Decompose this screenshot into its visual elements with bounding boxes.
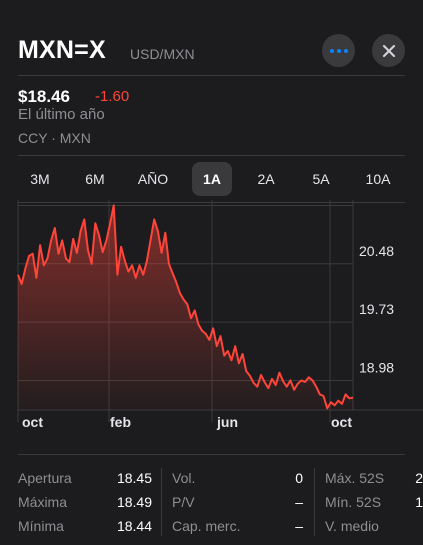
x-tick-label: oct <box>22 414 43 430</box>
stats-table: Apertura 18.45 Máxima 18.49 Mínima 18.44… <box>0 466 423 538</box>
range-2y[interactable]: 2A <box>257 171 275 187</box>
range-6m[interactable]: 6M <box>85 171 105 187</box>
close-icon <box>382 44 395 57</box>
range-3m[interactable]: 3M <box>30 171 50 187</box>
stat-52w-low-label: Mín. 52S <box>325 494 382 510</box>
range-ytd[interactable]: AÑO <box>137 171 169 187</box>
stat-pe-value: – <box>295 494 303 510</box>
exchange-meta: CCY · MXN <box>18 130 91 146</box>
stats-separator <box>161 468 162 536</box>
stat-open-label: Apertura <box>18 470 72 486</box>
stat-low-value: 18.44 <box>116 518 152 534</box>
meta-divider <box>18 155 405 156</box>
stat-volume-label: Vol. <box>172 470 196 486</box>
stats-separator <box>314 468 315 536</box>
stat-avg-volume-label: V. medio <box>325 518 379 534</box>
quote-header: MXN=X USD/MXN <box>18 34 405 74</box>
x-tick-label: oct <box>331 414 352 430</box>
ticker-symbol: MXN=X <box>18 36 106 64</box>
stat-52w-high-label: Máx. 52S <box>325 470 385 486</box>
close-button[interactable] <box>372 34 405 67</box>
period-label: El último año <box>18 106 105 123</box>
stat-mktcap-value: – <box>295 518 303 534</box>
x-tick-label: feb <box>110 414 131 430</box>
stats-divider <box>18 454 405 455</box>
range-5y[interactable]: 5A <box>312 171 330 187</box>
more-button[interactable] <box>322 34 355 67</box>
range-10y[interactable]: 10A <box>365 171 391 187</box>
stat-mktcap-label: Cap. merc. <box>172 518 241 534</box>
y-tick-label: 19.73 <box>359 301 394 317</box>
price-area <box>18 205 353 410</box>
price-change: -1.60 <box>95 88 130 105</box>
stat-avg-volume-value <box>400 514 423 538</box>
price-line <box>17 204 354 410</box>
current-price: $18.46 <box>18 87 70 106</box>
x-tick-label: jun <box>216 414 238 430</box>
range-selector: 3M 6M AÑO 1A 2A 5A 10A <box>0 162 423 196</box>
stat-52w-low-value: 1 <box>415 494 423 510</box>
range-1y[interactable]: 1A <box>192 162 232 196</box>
stat-high-value: 18.49 <box>116 494 152 510</box>
stat-high-label: Máxima <box>18 494 68 510</box>
stat-pe-label: P/V <box>172 494 195 510</box>
header-divider <box>18 75 405 76</box>
y-tick-label: 20.48 <box>359 243 394 259</box>
stat-low-label: Mínima <box>18 518 64 534</box>
y-tick-label: 18.98 <box>359 359 394 375</box>
stat-open-value: 18.45 <box>116 470 152 486</box>
stat-52w-high-value: 2 <box>415 470 423 486</box>
ellipsis-icon <box>329 48 348 53</box>
stat-volume-value: 0 <box>295 470 303 486</box>
currency-pair: USD/MXN <box>130 46 195 62</box>
